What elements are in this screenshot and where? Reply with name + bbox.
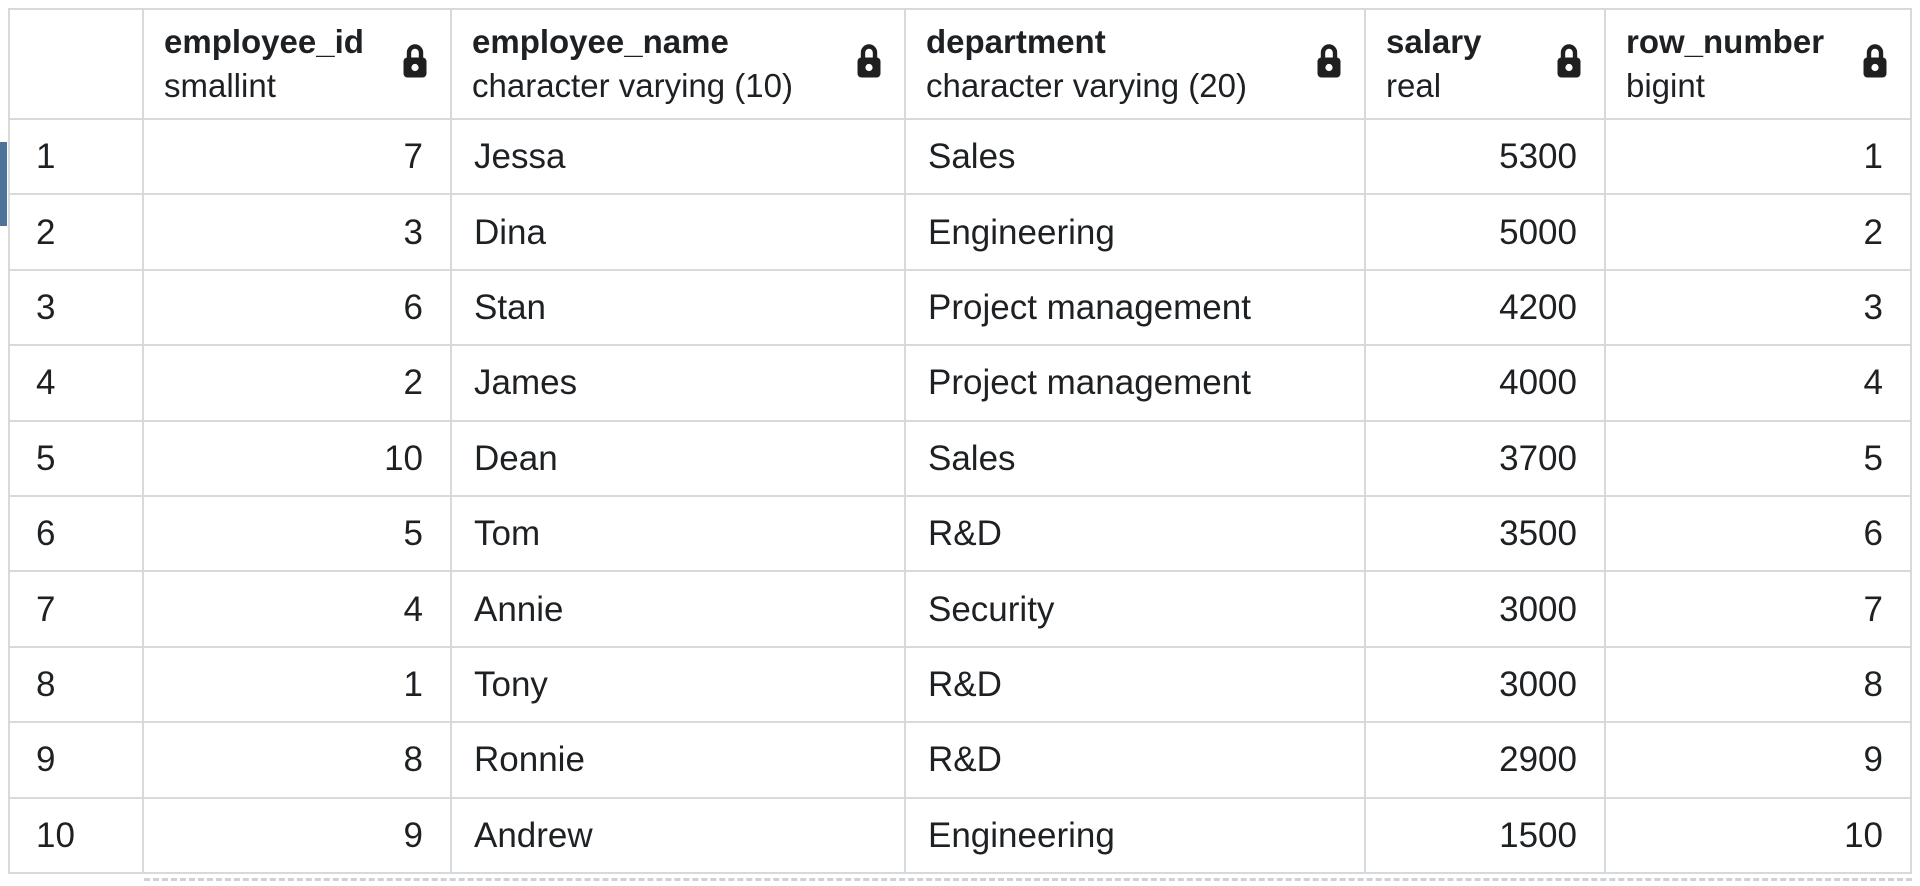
data-cell-row_number[interactable]: 1	[1606, 120, 1912, 196]
lock-icon	[1860, 41, 1890, 87]
select-all-corner[interactable]	[10, 10, 144, 120]
data-cell-employee_id[interactable]: 10	[144, 421, 452, 497]
column-type: character varying (10)	[472, 66, 793, 104]
data-cell-employee_name[interactable]: Ronnie	[452, 723, 906, 799]
data-cell-row_number[interactable]: 3	[1606, 270, 1912, 347]
column-name: department	[926, 22, 1106, 60]
results-grid: employee_id smallint employee_name characte…	[8, 8, 1912, 874]
data-cell-employee_name[interactable]: Annie	[452, 572, 906, 648]
data-cell-employee_name[interactable]: Dean	[452, 421, 906, 497]
data-cell-employee_id[interactable]: 4	[144, 572, 452, 648]
column-header-employee_name[interactable]: employee_name character varying (10)	[452, 10, 906, 120]
data-cell-department[interactable]: Project management	[906, 270, 1366, 347]
data-cell-employee_id[interactable]: 7	[144, 120, 452, 196]
data-cell-department[interactable]: R&D	[906, 496, 1366, 573]
data-cell-salary[interactable]: 4000	[1366, 346, 1606, 422]
column-header-text: employee_name character varying (10)	[472, 22, 793, 104]
row-number-cell[interactable]: 3	[10, 270, 144, 347]
data-cell-row_number[interactable]: 4	[1606, 346, 1912, 422]
data-cell-row_number[interactable]: 10	[1606, 798, 1912, 874]
data-cell-department[interactable]: R&D	[906, 647, 1366, 724]
column-header-employee_id[interactable]: employee_id smallint	[144, 10, 452, 120]
column-header-department[interactable]: department character varying (20)	[906, 10, 1366, 120]
row-number-cell[interactable]: 8	[10, 647, 144, 724]
column-name: salary	[1386, 22, 1482, 60]
data-cell-department[interactable]: Engineering	[906, 195, 1366, 271]
data-cell-row_number[interactable]: 8	[1606, 647, 1912, 724]
column-type: character varying (20)	[926, 66, 1247, 104]
lock-icon	[1314, 41, 1344, 87]
data-cell-employee_name[interactable]: Andrew	[452, 798, 906, 874]
data-cell-employee_name[interactable]: Dina	[452, 195, 906, 271]
row-number-cell[interactable]: 9	[10, 723, 144, 799]
data-cell-employee_name[interactable]: Jessa	[452, 120, 906, 196]
row-number-cell[interactable]: 10	[10, 798, 144, 874]
lock-icon	[854, 41, 884, 87]
data-cell-row_number[interactable]: 6	[1606, 496, 1912, 573]
data-cell-employee_id[interactable]: 1	[144, 647, 452, 724]
column-name: employee_id	[164, 22, 364, 60]
row-number-cell[interactable]: 1	[10, 120, 144, 196]
column-header-text: salary real	[1386, 22, 1482, 104]
data-cell-row_number[interactable]: 2	[1606, 195, 1912, 271]
data-cell-salary[interactable]: 3500	[1366, 496, 1606, 573]
data-cell-employee_name[interactable]: Stan	[452, 270, 906, 347]
column-name: row_number	[1626, 22, 1825, 60]
data-cell-department[interactable]: Sales	[906, 120, 1366, 196]
left-scrollbar-thumb[interactable]	[0, 142, 7, 226]
column-name: employee_name	[472, 22, 729, 60]
data-cell-employee_name[interactable]: Tony	[452, 647, 906, 724]
insert-row-dashed-line	[144, 878, 1912, 881]
data-cell-row_number[interactable]: 7	[1606, 572, 1912, 648]
data-cell-employee_id[interactable]: 5	[144, 496, 452, 573]
row-number-cell[interactable]: 7	[10, 572, 144, 648]
data-cell-salary[interactable]: 3000	[1366, 647, 1606, 724]
data-cell-employee_id[interactable]: 3	[144, 195, 452, 271]
data-cell-employee_id[interactable]: 8	[144, 723, 452, 799]
column-header-salary[interactable]: salary real	[1366, 10, 1606, 120]
row-number-cell[interactable]: 6	[10, 496, 144, 573]
data-cell-department[interactable]: Sales	[906, 421, 1366, 497]
data-cell-salary[interactable]: 3700	[1366, 421, 1606, 497]
column-type: bigint	[1626, 66, 1705, 104]
data-cell-employee_name[interactable]: James	[452, 346, 906, 422]
data-cell-salary[interactable]: 5000	[1366, 195, 1606, 271]
data-cell-employee_id[interactable]: 6	[144, 270, 452, 347]
row-number-cell[interactable]: 2	[10, 195, 144, 271]
data-cell-employee_name[interactable]: Tom	[452, 496, 906, 573]
data-cell-department[interactable]: Project management	[906, 346, 1366, 422]
column-type: smallint	[164, 66, 276, 104]
data-cell-department[interactable]: Security	[906, 572, 1366, 648]
data-cell-department[interactable]: Engineering	[906, 798, 1366, 874]
data-cell-employee_id[interactable]: 9	[144, 798, 452, 874]
lock-icon	[1554, 41, 1584, 87]
column-header-text: employee_id smallint	[164, 22, 364, 104]
column-type: real	[1386, 66, 1442, 104]
data-cell-salary[interactable]: 1500	[1366, 798, 1606, 874]
data-cell-department[interactable]: R&D	[906, 723, 1366, 799]
column-header-text: department character varying (20)	[926, 22, 1247, 104]
row-number-cell[interactable]: 4	[10, 346, 144, 422]
data-cell-salary[interactable]: 2900	[1366, 723, 1606, 799]
data-cell-row_number[interactable]: 5	[1606, 421, 1912, 497]
data-cell-row_number[interactable]: 9	[1606, 723, 1912, 799]
data-cell-salary[interactable]: 5300	[1366, 120, 1606, 196]
data-cell-salary[interactable]: 4200	[1366, 270, 1606, 347]
data-cell-employee_id[interactable]: 2	[144, 346, 452, 422]
lock-icon	[400, 41, 430, 87]
data-cell-salary[interactable]: 3000	[1366, 572, 1606, 648]
row-number-cell[interactable]: 5	[10, 421, 144, 497]
